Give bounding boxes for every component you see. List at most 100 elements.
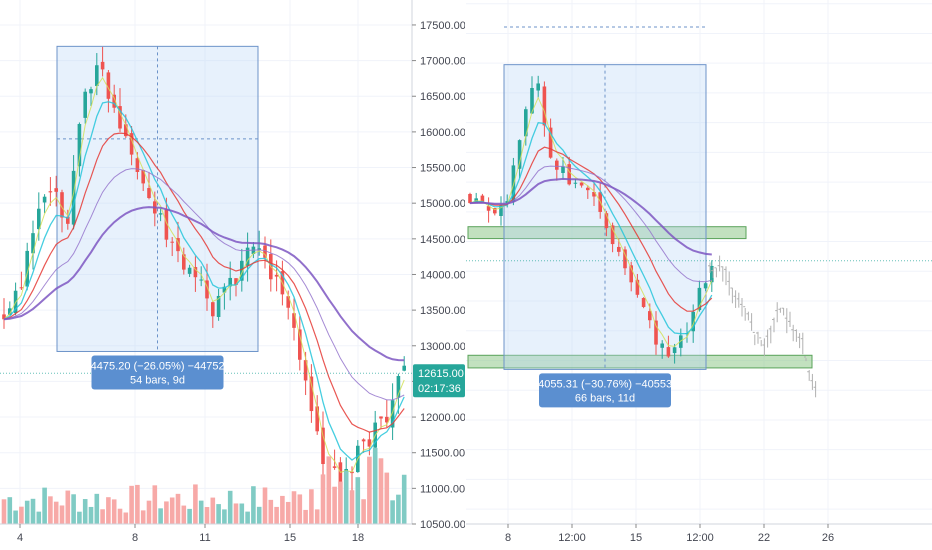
time-tick-label: 15	[284, 532, 296, 544]
volume-bar	[19, 506, 24, 524]
volume-bar	[291, 491, 297, 524]
candle-body	[193, 267, 198, 278]
volume-bar	[164, 501, 169, 524]
candle-body	[228, 277, 232, 287]
volume-bar	[297, 494, 303, 524]
volume-bar	[227, 490, 233, 524]
price-tick-label: 15000.00	[420, 198, 466, 210]
price-tick-label: 13500.00	[420, 305, 466, 317]
price-tick-label: 11500.00	[420, 448, 465, 460]
volume-bar	[372, 447, 378, 524]
chart-pane-right[interactable]: 7200.007600.008000.008400.008800.009200.…	[466, 0, 932, 550]
candle-body	[338, 462, 343, 484]
candle-body	[697, 287, 702, 311]
candle-body	[361, 439, 366, 442]
volume-bars	[1, 447, 407, 524]
candlestick-chart-left[interactable]: 10500.0011000.0011500.0012000.0012500.00…	[0, 0, 466, 550]
time-tick-label: 12:00	[686, 532, 714, 544]
volume-bar	[53, 501, 59, 524]
measure-label-box	[91, 355, 224, 390]
volume-bar	[280, 495, 285, 524]
volume-bar	[135, 484, 140, 524]
projection-ghost-bars	[708, 255, 817, 398]
time-tick-label: 18	[352, 532, 364, 544]
price-tick-label: 15500.00	[420, 163, 466, 175]
moving-average-line	[469, 146, 713, 312]
volume-bar	[332, 486, 337, 524]
candle-body	[25, 250, 29, 287]
candle-body	[629, 265, 633, 283]
volume-bar	[146, 500, 152, 524]
volume-bar	[361, 499, 366, 524]
candle-body	[648, 311, 652, 321]
candle-body	[298, 329, 302, 360]
candle-body	[332, 466, 337, 468]
candle-body	[610, 225, 615, 245]
chart-pane-left[interactable]: 10500.0011000.0011500.0012000.0012500.00…	[0, 0, 466, 550]
price-axis-panel	[412, 0, 466, 550]
candle-body	[164, 209, 169, 240]
time-tick-label: 22	[758, 532, 770, 544]
volume-bar	[88, 506, 94, 524]
candle-body	[623, 249, 627, 269]
volume-bar	[378, 458, 384, 524]
volume-bar	[309, 489, 314, 524]
measure-label-bars: 54 bars, 9d	[130, 374, 185, 386]
volume-bar	[152, 485, 158, 524]
candle-body	[586, 187, 590, 191]
candle-body	[555, 160, 559, 170]
candle-body	[691, 311, 695, 332]
candle-body	[666, 347, 671, 357]
candle-body	[641, 298, 646, 307]
time-tick-label: 4	[17, 532, 23, 544]
volume-bar	[251, 486, 256, 524]
candle-body	[468, 193, 472, 204]
candle-body	[499, 205, 503, 216]
candle-body	[31, 233, 35, 254]
time-tick-label: 15	[630, 532, 642, 544]
volume-bar	[343, 470, 349, 524]
candle-body	[135, 158, 140, 172]
candle-body	[54, 188, 58, 192]
candle-body	[672, 347, 677, 354]
grid-lines	[466, 0, 932, 524]
price-tick-label: 10500.00	[420, 519, 466, 531]
volume-bar	[268, 499, 274, 524]
candle-body	[8, 308, 12, 315]
candle-body	[396, 376, 401, 398]
volume-bar	[71, 494, 76, 524]
last-price-value: 12615.00	[418, 368, 464, 380]
measure-label-change: −4475.20 (−26.05%) −447520	[84, 360, 231, 372]
volume-bar	[117, 508, 123, 524]
price-tick-label: 14500.00	[420, 234, 466, 246]
volume-bar	[216, 504, 221, 524]
volume-bar	[106, 497, 111, 524]
price-tick-label: 12000.00	[420, 412, 466, 424]
candle-body	[286, 296, 290, 308]
candle-body	[315, 406, 319, 432]
moving-average-line	[3, 206, 405, 362]
candle-body	[118, 106, 122, 129]
volume-bar	[349, 490, 355, 524]
volume-bar	[77, 511, 82, 524]
candle-body	[660, 343, 664, 348]
volume-bar	[36, 511, 42, 524]
candle-body	[524, 109, 528, 137]
candle-body	[480, 195, 485, 202]
candle-body	[303, 360, 308, 381]
candle-body	[48, 191, 53, 193]
candle-body	[106, 72, 111, 99]
candle-body	[274, 274, 279, 277]
candlestick-chart-right[interactable]: 7200.007600.008000.008400.008800.009200.…	[466, 0, 932, 550]
candle-body	[517, 140, 522, 169]
candle-body	[321, 427, 325, 465]
candle-body	[679, 335, 683, 348]
candle-body	[385, 416, 389, 423]
time-tick-label: 8	[505, 532, 511, 544]
volume-bar	[367, 456, 372, 524]
candle-body	[37, 208, 41, 230]
volume-bar	[48, 496, 53, 524]
measure-label-box	[539, 373, 671, 408]
candle-body	[402, 365, 406, 371]
